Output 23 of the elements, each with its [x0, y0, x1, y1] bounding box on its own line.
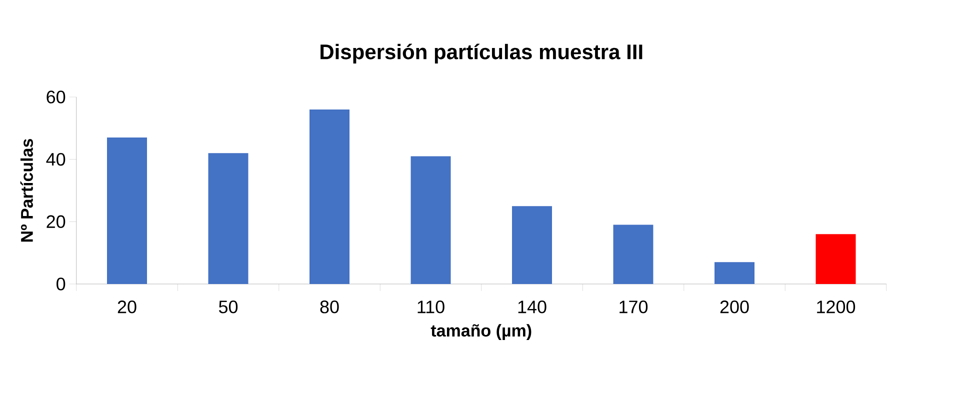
x-tick-label: 110: [418, 300, 444, 314]
bar: [613, 224, 654, 284]
bar: [816, 234, 856, 284]
x-tick-label: 170: [620, 300, 648, 314]
y-tick-label: 40: [46, 152, 66, 166]
bar: [107, 138, 148, 284]
y-axis-title: Nº Partículas: [20, 138, 33, 242]
x-tick-label: 50: [218, 300, 238, 314]
x-tick-label: 20: [118, 300, 136, 314]
bar: [714, 262, 754, 284]
bar: [512, 206, 552, 284]
chart-title: Dispersión partículas muestra III: [320, 44, 642, 64]
y-tick-label: 0: [56, 278, 66, 290]
x-tick-label: 1200: [817, 300, 856, 314]
x-axis-title: tamaño (µm): [430, 324, 532, 340]
bar: [410, 156, 451, 284]
x-tick-label: 140: [518, 300, 546, 314]
bar: [208, 153, 248, 284]
x-tick-label: 200: [720, 300, 749, 314]
y-tick-label: 60: [46, 90, 66, 104]
y-tick-label: 20: [46, 215, 66, 228]
bar: [310, 109, 350, 284]
x-tick-label: 80: [320, 300, 339, 314]
